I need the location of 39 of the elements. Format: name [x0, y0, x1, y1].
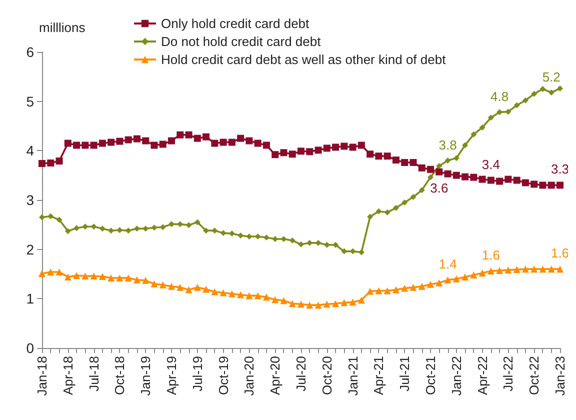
x-tick-label: Oct-22 [526, 356, 542, 396]
y-tick-label: 4 [26, 142, 34, 159]
x-tick-label: Oct-19 [216, 356, 231, 396]
x-tick-label: Apr-22 [474, 356, 490, 396]
x-tick-label: Jul-22 [500, 356, 516, 392]
x-tick-label: Jan-23 [552, 356, 568, 396]
legend-label: Only hold credit card debt [161, 16, 310, 31]
y-tick-label: 3 [26, 192, 34, 208]
y-tick-label: 1 [26, 290, 34, 307]
y-tick-label: 5 [26, 93, 34, 110]
data-label: 1.6 [482, 248, 500, 263]
x-tick-label: Oct-21 [423, 356, 438, 396]
data-label: 3.4 [482, 156, 500, 172]
y-axis-title: milllions [39, 20, 86, 35]
x-tick-label: Jul-18 [86, 356, 102, 392]
legend-label: Hold credit card debt as well as other kind of debt [161, 52, 446, 67]
x-tick-label: Jan-21 [345, 356, 360, 396]
data-label: 3.6 [430, 180, 448, 196]
x-tick-label: Apr-19 [164, 356, 179, 396]
y-tick-label: 0 [26, 340, 34, 356]
data-label: 1.4 [438, 256, 457, 272]
x-tick-label: Apr-18 [60, 356, 76, 396]
x-tick-label: Oct-20 [319, 356, 334, 396]
x-tick-label: Jul-20 [294, 356, 308, 392]
x-tick-label: Jan-20 [242, 356, 257, 396]
data-label: 3.8 [438, 138, 457, 153]
data-label: 4.8 [490, 89, 509, 104]
data-label: 5.2 [542, 69, 560, 84]
x-tick-label: Jan-18 [34, 356, 50, 396]
legend-label: Do not hold credit card debt [161, 34, 322, 49]
x-tick-label: Jan-19 [138, 356, 154, 396]
x-tick-label: Oct-18 [112, 356, 128, 396]
x-tick-label: Apr-21 [371, 356, 386, 396]
x-tick-label: Apr-20 [268, 356, 283, 396]
y-tick-label: 6 [26, 44, 34, 60]
x-tick-label: Jul-21 [397, 356, 412, 392]
x-tick-label: Jan-22 [448, 356, 464, 396]
y-tick-label: 2 [26, 241, 34, 258]
x-tick-label: Jul-19 [190, 356, 205, 392]
